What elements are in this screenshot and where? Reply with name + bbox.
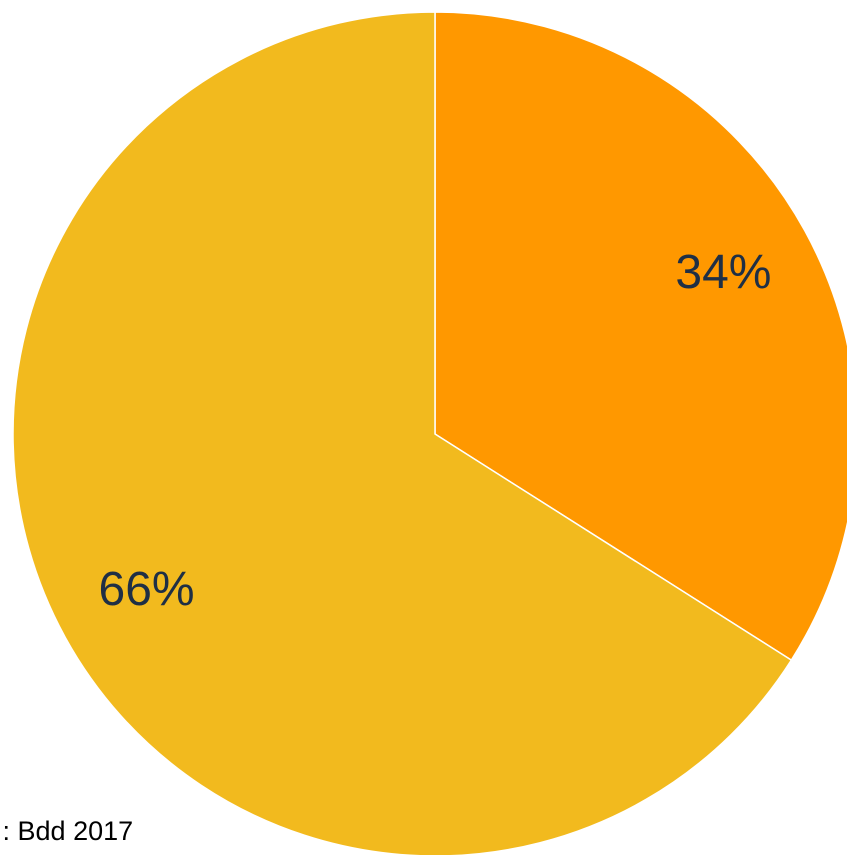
source-note: e : Bdd 2017 xyxy=(0,816,134,846)
pie-slice-label-34: 34% xyxy=(675,246,771,299)
pie-slice-34 xyxy=(434,11,847,662)
pie-slice-label-66: 66% xyxy=(99,563,195,616)
pie-slice-66 xyxy=(12,11,793,855)
